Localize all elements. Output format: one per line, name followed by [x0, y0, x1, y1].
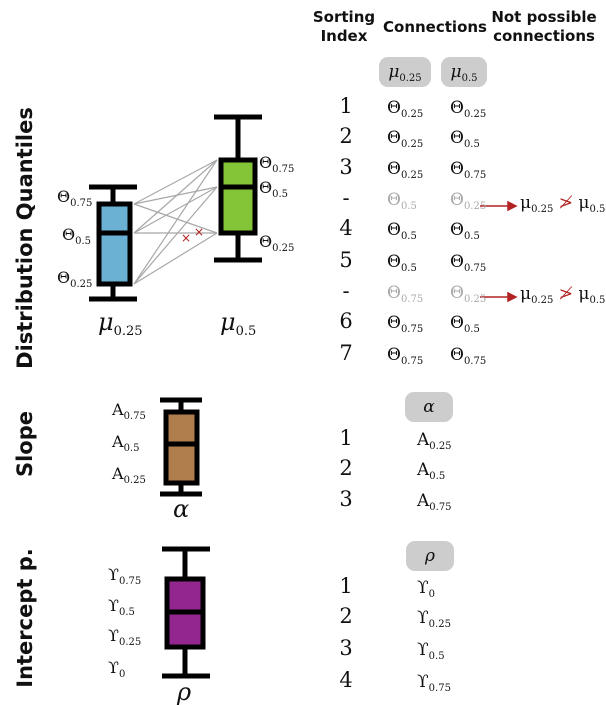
pill-mu-025: μ0.25 [379, 57, 431, 87]
sorting-index: - [342, 186, 350, 210]
connection-theta: Θ0.5 [450, 220, 480, 242]
cross-mark: × [181, 231, 191, 245]
slope-tick-075: A0.75 [112, 400, 146, 422]
intercept-connection: ϒ0.75 [417, 672, 451, 694]
sorting-index: 4 [339, 668, 353, 692]
not-possible-arrows [480, 200, 518, 303]
connection-theta: Θ0.25 [387, 98, 424, 120]
connection-theta: Θ0.5 [387, 190, 417, 212]
connection-theta: Θ0.25 [387, 128, 424, 150]
box2-tick-025: Θ0.25 [259, 232, 295, 254]
connection-theta: Θ0.75 [450, 252, 487, 274]
sorting-index: 6 [339, 309, 353, 333]
box1-tick-025: Θ0.25 [57, 268, 93, 290]
intercept-tick-05: ϒ0.5 [108, 596, 135, 618]
connection-theta: Θ0.25 [387, 159, 424, 181]
connection-lines [133, 159, 218, 285]
slope-tick-025: A0.25 [112, 464, 146, 486]
box1-label: μ0.25 [98, 308, 143, 339]
intercept-tick-0: ϒ0 [108, 658, 126, 680]
invalid-connection-marks: × × [181, 225, 204, 245]
box1-tick-05: Θ0.5 [62, 225, 92, 247]
connection-theta: Θ0.5 [450, 128, 480, 150]
sorting-index: 7 [339, 341, 353, 365]
connection-theta: Θ0.5 [387, 252, 417, 274]
slope-connection: A0.5 [417, 460, 446, 482]
boxplot-mu-05 [214, 114, 262, 263]
connection-theta: Θ0.75 [387, 283, 424, 305]
slope-label: α [173, 495, 190, 523]
slope-connection: A0.75 [417, 491, 452, 513]
boxplot-rho [162, 546, 210, 679]
connection-theta: Θ0.5 [450, 313, 480, 335]
sorting-index: - [342, 279, 350, 303]
intercept-tick-075: ϒ0.75 [108, 565, 142, 587]
sorting-index: 1 [339, 574, 353, 598]
header-connections: Connections [383, 18, 487, 36]
connection-theta: Θ0.75 [450, 345, 487, 367]
sorting-index: 3 [339, 155, 353, 179]
intercept-label: ρ [177, 678, 192, 705]
cross-mark: × [194, 225, 204, 239]
pill-alpha: α [405, 392, 453, 422]
connection-theta: Θ0.5 [387, 220, 417, 242]
box2-tick-075: Θ0.75 [259, 153, 295, 175]
sorting-index: 3 [339, 487, 353, 511]
connection-theta: Θ0.25 [450, 98, 487, 120]
sorting-index: 2 [339, 604, 353, 628]
header-not-possible: Not possible connections [491, 8, 597, 45]
sorting-index: 1 [339, 94, 353, 118]
intercept-tick-025: ϒ0.25 [108, 626, 142, 648]
sorting-index: 3 [339, 636, 353, 660]
intercept-connection: ϒ0 [417, 578, 436, 600]
sorting-index: 2 [339, 124, 353, 148]
connection-theta: Θ0.75 [450, 159, 487, 181]
box1-tick-075: Θ0.75 [57, 187, 93, 209]
not-possible-1: μ0.25 ≯ μ0.5 [520, 193, 606, 215]
header-sorting-index: Sorting Index [312, 8, 376, 45]
pill-rho: ρ [406, 541, 454, 571]
sorting-index: 2 [339, 456, 353, 480]
connection-theta: Θ0.25 [450, 190, 487, 212]
slope-tick-05: A0.5 [112, 432, 140, 454]
boxplot-mu-025 [89, 184, 137, 302]
intercept-connection: ϒ0.25 [417, 608, 451, 630]
box2-tick-05: Θ0.5 [259, 178, 289, 200]
not-possible-2: μ0.25 ≯ μ0.5 [520, 284, 606, 306]
sorting-index: 5 [339, 248, 353, 272]
sorting-index: 4 [339, 216, 353, 240]
box2-label: μ0.5 [220, 308, 257, 339]
connection-theta: Θ0.25 [450, 283, 487, 305]
slope-connection: A0.25 [417, 430, 452, 452]
sorting-index: 1 [339, 426, 353, 450]
boxplot-alpha [160, 397, 202, 497]
pill-mu-05: μ0.5 [441, 57, 487, 87]
connection-theta: Θ0.75 [387, 313, 424, 335]
intercept-connection: ϒ0.5 [417, 640, 445, 662]
connection-theta: Θ0.75 [387, 345, 424, 367]
